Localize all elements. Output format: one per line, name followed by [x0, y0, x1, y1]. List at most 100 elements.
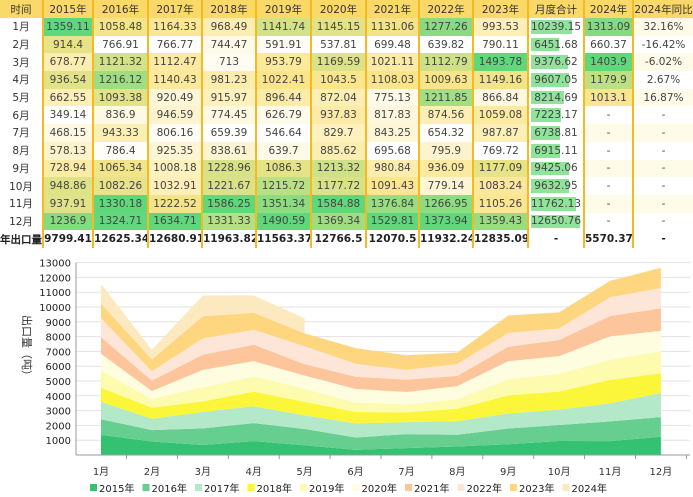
table-cell: 968.49 [201, 18, 256, 36]
table-cell: 790.11 [472, 35, 528, 54]
x-tick-label: 10月 [548, 466, 571, 478]
table-cell: 1021.11 [365, 53, 419, 72]
table-cell: 786.4 [92, 141, 148, 160]
table-cell: 1032.91 [147, 177, 202, 195]
x-tick-label: 9月 [500, 466, 516, 478]
table-cell: 872.04 [310, 88, 366, 107]
legend-swatch [300, 484, 307, 491]
table-row: 5月 662.55 1093.38 920.49 915.97 896.44 872.04 7… [0, 88, 693, 107]
table-cell: 915.97 [201, 88, 256, 107]
total-cell: 9799.41 [42, 230, 93, 248]
table-cell: 9607.05 [527, 71, 584, 89]
total-cell: 11932.24 [418, 230, 473, 248]
y-tick-label: 11000 [39, 288, 71, 299]
data-bar [531, 73, 570, 87]
y-tick-label: 12000 [39, 273, 71, 284]
legend-swatch [352, 484, 360, 491]
legend-swatch [457, 484, 465, 491]
data-bar [531, 126, 560, 140]
total-cell: 12070.5 [365, 230, 419, 248]
table-cell: 1169.59 [310, 53, 366, 72]
table-cell: 1105.26 [472, 194, 528, 213]
x-tick-label: 2月 [144, 466, 160, 478]
table-cell: 774.45 [201, 106, 256, 125]
table-cell: 953.79 [255, 53, 311, 72]
legend-swatch [90, 484, 97, 491]
column-header: 2021年 [365, 0, 419, 18]
table-cell: - [583, 106, 633, 125]
table-cell: 1222.52 [147, 194, 202, 213]
legend-label: 2022年 [467, 482, 502, 495]
table-cell: 744.47 [201, 35, 256, 54]
table-cell: 874.56 [418, 106, 473, 125]
row-label: 1月 [0, 18, 43, 36]
legend-label: 2019年 [309, 482, 344, 495]
table-cell: 836.9 [92, 106, 148, 125]
table-cell: 626.79 [255, 106, 311, 125]
table-row: 12月 1236.9 1324.71 1634.71 1331.33 1490.59 136… [0, 212, 693, 231]
table-cell: -16.42% [632, 35, 693, 54]
legend-label: 2021年 [414, 482, 449, 495]
cell-value: 12650.76 [530, 215, 582, 228]
cell-value: 9607.05 [534, 73, 578, 86]
table-cell: 660.37 [583, 35, 633, 54]
table-cell: - [632, 141, 693, 160]
y-tick-label: 13000 [39, 259, 71, 270]
data-bar [531, 143, 561, 158]
table-cell: 662.55 [42, 88, 93, 107]
column-header: 2024年 [583, 0, 633, 18]
total-label: 年出口量 [0, 230, 43, 248]
total-cell: 5570.37 [583, 230, 633, 248]
table-cell: 896.44 [255, 88, 311, 107]
row-label: 5月 [0, 88, 43, 107]
table-cell: 12650.76 [527, 212, 584, 231]
table-cell: 1369.34 [310, 212, 366, 231]
table-cell: 1331.33 [201, 212, 256, 231]
area-series-2017年 [101, 392, 661, 438]
y-tick-label: 3000 [46, 407, 71, 418]
table-cell: 1140.43 [147, 71, 202, 89]
data-bar [531, 55, 569, 70]
table-cell: 537.81 [310, 35, 366, 54]
table-cell: 936.09 [418, 159, 473, 178]
table-cell: 1373.94 [418, 212, 473, 231]
column-header: 2015年 [42, 0, 93, 18]
table-cell: - [632, 177, 693, 195]
legend-swatch [510, 484, 517, 491]
cell-value: 6451.68 [534, 38, 578, 51]
total-cell: 12766.5 [310, 230, 366, 248]
table-cell: 1584.88 [310, 194, 366, 213]
table-cell: 713 [201, 53, 256, 72]
column-header: 2022年 [418, 0, 473, 18]
data-bar [531, 161, 569, 176]
legend-swatch [142, 484, 150, 491]
table-cell: - [632, 212, 693, 231]
table-cell: 1065.34 [92, 159, 148, 178]
table-cell: 943.33 [92, 124, 148, 142]
cell-value: 9632.95 [534, 180, 578, 193]
area-series-2022年 [101, 287, 661, 381]
cell-value: 6738.81 [534, 126, 578, 139]
table-cell: 1058.48 [92, 18, 148, 36]
table-cell: 468.15 [42, 124, 93, 142]
row-label: 11月 [0, 194, 43, 213]
legend-label: 2023年 [519, 482, 554, 495]
total-row: 年出口量 9799.41 12625.34 12680.91 11963.82 11563… [0, 230, 693, 248]
table-cell: 936.54 [42, 71, 93, 89]
data-bar [531, 196, 577, 211]
data-bar [531, 214, 580, 229]
table-cell: 1112.47 [147, 53, 202, 72]
total-cell: 11963.82 [201, 230, 256, 248]
table-cell: 10239.15 [527, 18, 584, 36]
table-cell: 9632.95 [527, 177, 584, 195]
table-cell: - [583, 177, 633, 195]
legend-label: 2015年 [99, 482, 134, 495]
x-tick-label: 1月 [93, 466, 109, 478]
cell-value: 7223.17 [534, 109, 578, 122]
table-cell: 1131.06 [365, 18, 419, 36]
table-cell: 1164.33 [147, 18, 202, 36]
column-header: 2016年 [92, 0, 148, 18]
table-cell: 1179.9 [583, 71, 633, 89]
table-cell: 9425.06 [527, 159, 584, 178]
y-tick-label: 9000 [46, 318, 71, 329]
